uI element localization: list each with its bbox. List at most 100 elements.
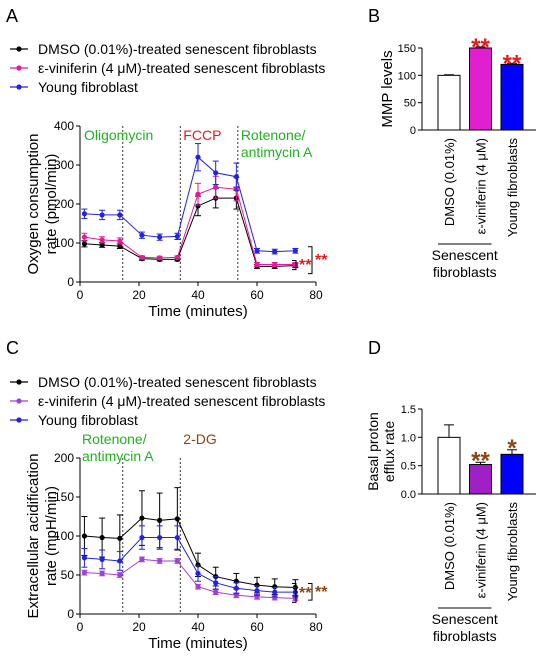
- y-axis-label: Basal proton: [365, 412, 381, 491]
- x-tick-label: 40: [191, 288, 205, 302]
- y-tick-label: 100: [54, 236, 74, 250]
- data-point: [157, 255, 163, 261]
- series-line: [84, 537, 296, 593]
- x-tick-label: 60: [250, 288, 264, 302]
- data-point: [81, 234, 88, 240]
- data-point: [195, 154, 201, 160]
- data-point: [174, 558, 180, 564]
- data-point: [213, 170, 219, 176]
- category-label: ε-viniferin (4 μM): [474, 138, 489, 234]
- y-axis-label: Extracellular acidification: [25, 453, 42, 618]
- data-point: [117, 572, 123, 578]
- data-point: [195, 570, 201, 577]
- data-point: [139, 534, 145, 541]
- x-axis-label: Time (minutes): [148, 303, 247, 320]
- legend-label: Young fibroblast: [38, 412, 138, 428]
- bar: [437, 74, 461, 131]
- legend-label: DMSO (0.01%)-treated senescent fibroblas…: [38, 41, 317, 57]
- data-point: [81, 533, 88, 539]
- legend-label: DMSO (0.01%)-treated senescent fibroblas…: [38, 374, 317, 390]
- panel-c-letter: C: [6, 338, 19, 358]
- legend-marker: [16, 46, 22, 52]
- data-point: [117, 243, 123, 249]
- series-line: [84, 156, 296, 253]
- data-point: [213, 589, 219, 595]
- x-tick-label: 0: [77, 288, 84, 302]
- data-point: [292, 248, 298, 254]
- chart-a: Oligomycin FCCP Rotenone/antimycin A 0 100 20…: [10, 41, 328, 320]
- y-tick-label: 0: [67, 275, 74, 289]
- panel-b: B: [368, 6, 380, 26]
- y-tick-label: 0: [410, 125, 416, 137]
- x-tick-label: 20: [132, 620, 146, 634]
- legend-marker: [16, 417, 22, 423]
- y-tick-label: 0.0: [401, 489, 416, 501]
- data-point: [99, 242, 105, 248]
- legend-marker: [16, 84, 22, 90]
- data-point: [272, 589, 278, 595]
- data-point: [272, 248, 278, 255]
- chart-c: Rotenone/antimycin A 2-DG 0 50 100 150 200 0 20 4…: [10, 374, 328, 652]
- data-point: [139, 556, 145, 563]
- data-point: [174, 254, 180, 261]
- data-point: [139, 254, 145, 261]
- bar: [437, 436, 461, 495]
- data-point: [157, 534, 163, 541]
- data-point: [117, 535, 123, 541]
- data-point: [139, 232, 145, 238]
- data-point: [99, 556, 105, 563]
- y-axis-label: Oxygen consumption: [25, 134, 42, 275]
- data-point: [195, 584, 201, 590]
- y-tick-label: 100: [54, 529, 74, 543]
- group-label: fibroblasts: [433, 628, 497, 644]
- y-tick-label: 50: [61, 568, 75, 582]
- x-tick-label: 40: [191, 620, 205, 634]
- data-point: [195, 203, 201, 209]
- injection-label: Rotenone/: [241, 127, 306, 143]
- data-point: [174, 516, 180, 522]
- y-tick-label: 1.5: [401, 404, 416, 416]
- data-point: [117, 212, 123, 218]
- injection-label: Oligomycin: [84, 127, 153, 143]
- y-tick-label: 1.0: [401, 432, 416, 444]
- y-tick-label: 50: [404, 98, 416, 110]
- category-label: ε-viniferin (4 μM): [474, 502, 489, 598]
- series-1: [81, 556, 299, 602]
- sig-marker: **: [471, 34, 490, 61]
- sig-bracket: [308, 582, 313, 601]
- x-axis-label: Time (minutes): [148, 635, 247, 652]
- sig-marker: **: [299, 585, 312, 602]
- data-point: [233, 174, 239, 180]
- panel-d: D: [368, 338, 381, 358]
- injection-label: antimycin A: [82, 448, 154, 464]
- panel-a: A: [6, 6, 18, 26]
- x-tick-label: 80: [309, 288, 323, 302]
- category-label: Young fibroblasts: [505, 502, 520, 602]
- x-tick-label: 80: [309, 620, 323, 634]
- legend-marker: [16, 65, 22, 71]
- panel-c: C: [6, 338, 19, 358]
- data-point: [99, 237, 105, 243]
- sig-marker: **: [315, 584, 328, 601]
- series-line: [84, 197, 296, 267]
- sig-bracket: [292, 259, 297, 271]
- data-point: [139, 515, 145, 521]
- data-point: [272, 584, 278, 590]
- data-point: [233, 585, 239, 591]
- data-point: [157, 517, 163, 524]
- legend-marker: [16, 398, 22, 404]
- data-point: [174, 534, 180, 541]
- data-point: [174, 233, 180, 239]
- sig-marker: *: [507, 435, 517, 462]
- y-axis-label: rate (pmol/min): [43, 154, 60, 255]
- data-point: [254, 248, 260, 254]
- sig-marker: **: [471, 447, 490, 474]
- data-point: [117, 558, 123, 564]
- data-point: [99, 534, 105, 541]
- x-tick-label: 60: [250, 620, 264, 634]
- y-axis-label: rate (mpH/min): [43, 486, 60, 586]
- sig-marker: **: [503, 50, 522, 77]
- data-point: [254, 261, 260, 268]
- chart-layer: Oligomycin FCCP Rotenone/antimycin A 0 100 20…: [10, 34, 536, 652]
